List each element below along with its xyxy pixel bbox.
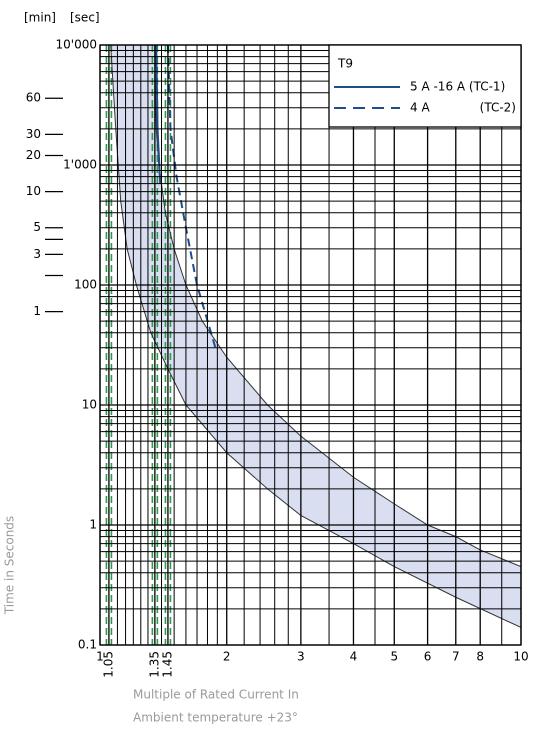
x-axis-label: Multiple of Rated Current In (133, 688, 299, 702)
minute-tick-label: 60 (26, 91, 41, 105)
y-tick-label: 1'000 (63, 158, 97, 172)
minute-tick-label: 3 (33, 247, 41, 261)
minute-tick-label: 1 (33, 304, 41, 318)
minute-tick-label: 10 (26, 184, 41, 198)
legend-note: (TC-2) (480, 101, 516, 115)
plot-frame (99, 44, 522, 646)
x-tick-label: 2 (223, 650, 231, 664)
x-tick-label: 8 (476, 650, 484, 664)
y-tick-label: 1 (89, 518, 97, 532)
y-axis-label: Time in Seconds (3, 516, 17, 615)
plot-area (105, 45, 521, 645)
trip-band (110, 45, 521, 628)
minute-tick-label: 30 (26, 127, 41, 141)
x-tick-label: 1.35 (147, 651, 161, 678)
legend-label: 4 A (410, 101, 430, 115)
series-line (166, 45, 217, 349)
x-tick-label: 5 (390, 650, 398, 664)
x-tick-label: 1 (96, 650, 104, 664)
x-tick-label: 7 (452, 650, 460, 664)
y-tick-label: 10 (82, 398, 97, 412)
x-tick-label: 1.05 (101, 651, 115, 678)
min-unit-label: [min] (24, 11, 56, 25)
legend-title: T9 (337, 57, 353, 71)
y-tick-label: 100 (74, 278, 97, 292)
x-tick-label: 10 (513, 650, 528, 664)
y-tick-label: 10'000 (56, 38, 97, 52)
x-tick-label: 1.45 (160, 651, 174, 678)
x-tick-label: 6 (424, 650, 432, 664)
sec-unit-label: [sec] (70, 11, 100, 25)
x-tick-label: 4 (350, 650, 358, 664)
legend-label: 5 A -16 A (TC-1) (410, 80, 505, 94)
minute-tick-label: 20 (26, 148, 41, 162)
minute-tick-label: 5 (33, 220, 41, 234)
x-axis-sublabel: Ambient temperature +23° (133, 711, 298, 725)
x-tick-label: 3 (297, 650, 305, 664)
y-tick-label: 0.1 (78, 638, 97, 652)
